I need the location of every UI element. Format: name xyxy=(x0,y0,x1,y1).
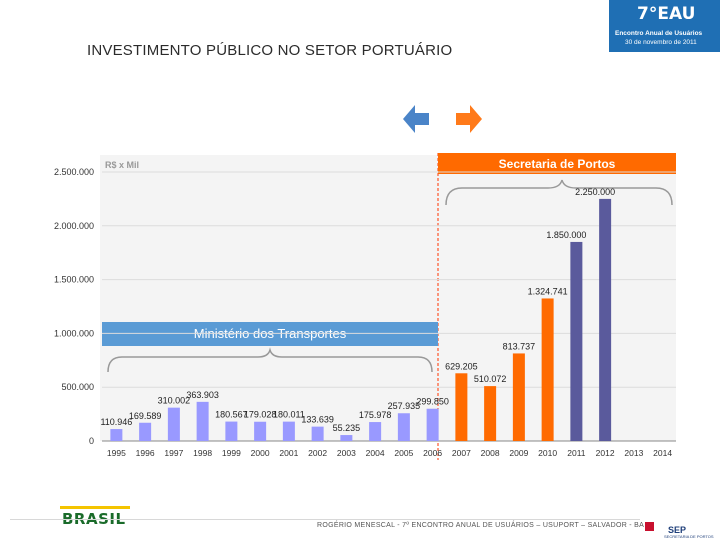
bar xyxy=(512,353,525,441)
y-tick-label: 2.500.000 xyxy=(54,167,94,177)
arrow-right-icon xyxy=(456,105,482,133)
x-tick-label: 1995 xyxy=(107,448,126,458)
bar xyxy=(167,407,180,441)
bar xyxy=(340,435,353,441)
y-tick-label: 1.500.000 xyxy=(54,275,94,285)
data-label: 257.935 xyxy=(388,401,421,411)
brasil-logo-bar xyxy=(60,506,130,509)
brace-sep xyxy=(445,179,673,206)
x-tick-label: 1999 xyxy=(222,448,241,458)
y-tick-label: 500.000 xyxy=(61,382,94,392)
data-label: 179.028 xyxy=(244,410,277,420)
bar xyxy=(311,426,324,441)
x-tick-label: 2010 xyxy=(538,448,557,458)
data-label: 133.639 xyxy=(301,415,334,425)
data-label: 299.850 xyxy=(416,397,449,407)
data-label: 169.589 xyxy=(129,411,162,421)
event-logo-subtitle: Encontro Anual de Usuários xyxy=(615,30,703,37)
x-tick-label: 1998 xyxy=(193,448,212,458)
sep-logo: SEP xyxy=(668,525,687,535)
x-tick-label: 1996 xyxy=(136,448,155,458)
bar xyxy=(139,422,152,441)
data-label: 813.737 xyxy=(503,341,536,351)
event-logo-date: 30 de novembro de 2011 xyxy=(625,39,697,46)
footer-text: ROGÉRIO MENESCAL - 7º ENCONTRO ANUAL DE … xyxy=(317,522,645,529)
data-label: 180.567 xyxy=(215,410,248,420)
footer-divider xyxy=(10,519,640,520)
event-logo-title: 7°EAU xyxy=(637,4,696,24)
period-box-sep xyxy=(438,153,676,174)
x-tick-label: 2005 xyxy=(394,448,413,458)
y-tick-label: 0 xyxy=(89,436,94,446)
sep-logo-mark xyxy=(645,522,654,531)
data-label: 363.903 xyxy=(186,390,219,400)
y-tick-label: 1.000.000 xyxy=(54,328,94,338)
bar xyxy=(254,421,267,441)
bar xyxy=(541,298,554,441)
data-label: 180.011 xyxy=(273,410,305,420)
data-label: 55.235 xyxy=(333,423,361,433)
data-label: 510.072 xyxy=(474,374,507,384)
data-label: 629.205 xyxy=(445,361,478,371)
sep-logo-subtitle: SECRETARIA DE PORTOS xyxy=(664,534,714,539)
data-label: 2.250.000 xyxy=(575,187,615,197)
data-label: 1.324.741 xyxy=(528,286,568,296)
chart: Secretaria de Portos Ministério dos Tran… xyxy=(54,153,676,460)
unit-label: R$ x Mil xyxy=(105,160,139,170)
x-tick-label: 2013 xyxy=(624,448,643,458)
bar xyxy=(110,429,123,441)
x-tick-label: 2011 xyxy=(567,448,586,458)
bar xyxy=(599,198,612,441)
bar xyxy=(570,241,583,441)
x-tick-label: 2000 xyxy=(251,448,270,458)
slide-title: INVESTIMENTO PÚBLICO NO SETOR PORTUÁRIO xyxy=(87,42,453,59)
bar xyxy=(369,422,382,441)
x-tick-label: 2007 xyxy=(452,448,471,458)
x-tick-label: 2009 xyxy=(509,448,528,458)
bar xyxy=(282,421,295,441)
period-label-sep: Secretaria de Portos xyxy=(499,157,616,171)
x-tick-label: 2003 xyxy=(337,448,356,458)
bar xyxy=(196,401,209,441)
x-tick-label: 1997 xyxy=(164,448,183,458)
data-label: 310.002 xyxy=(158,396,191,406)
brace-mt xyxy=(107,347,433,373)
x-tick-label: 2001 xyxy=(279,448,298,458)
event-logo: 7°EAU Encontro Anual de Usuários 30 de n… xyxy=(609,0,720,52)
bar xyxy=(225,421,238,441)
period-box-mt xyxy=(102,322,438,346)
bar xyxy=(484,386,497,441)
bar xyxy=(426,408,439,441)
x-tick-label: 2006 xyxy=(423,448,442,458)
data-label: 1.850.000 xyxy=(546,230,586,240)
y-tick-label: 2.000.000 xyxy=(54,221,94,231)
data-label: 175.978 xyxy=(359,410,392,420)
x-tick-label: 2004 xyxy=(366,448,385,458)
x-tick-label: 2008 xyxy=(481,448,500,458)
arrow-left-icon xyxy=(403,105,429,133)
bar xyxy=(397,413,410,441)
bar xyxy=(455,373,468,441)
x-tick-label: 2012 xyxy=(596,448,615,458)
x-tick-label: 2014 xyxy=(653,448,672,458)
data-label: 110.946 xyxy=(100,417,132,427)
x-tick-label: 2002 xyxy=(308,448,327,458)
